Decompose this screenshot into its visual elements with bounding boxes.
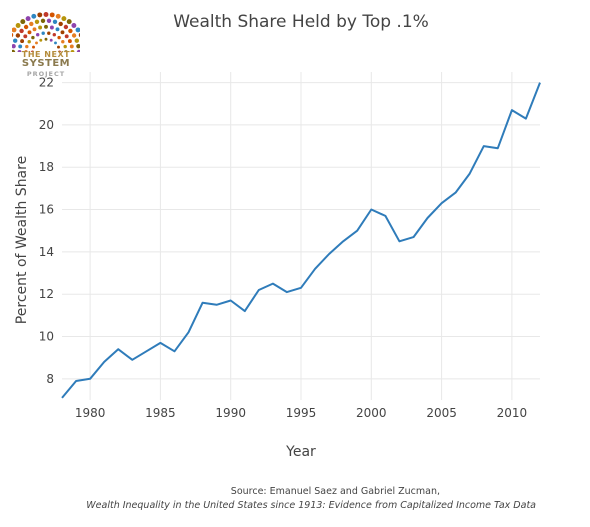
y-tick-label: 20 (39, 118, 54, 132)
y-tick-label: 16 (39, 203, 54, 217)
logo-dot (63, 24, 69, 30)
y-tick-label: 10 (39, 330, 54, 344)
logo-dot (11, 27, 17, 33)
logo-dot (15, 33, 21, 38)
logo-dot (64, 34, 69, 39)
logo-dot (15, 23, 21, 28)
x-tick-label: 1995 (286, 406, 317, 420)
x-tick-label: 2005 (426, 406, 457, 420)
y-tick-label: 18 (39, 160, 54, 174)
logo-dot (37, 12, 43, 18)
series-line (61, 82, 541, 399)
logo-line-3: PROJECT (26, 70, 66, 78)
logo-dot (49, 12, 55, 18)
x-axis-label: Year (285, 444, 316, 460)
logo-dot (38, 25, 43, 30)
grid-lines (62, 72, 540, 400)
logo-dot (20, 19, 26, 25)
y-tick-label: 12 (39, 287, 54, 301)
logo-dot (34, 19, 40, 24)
logo-dot (55, 27, 60, 32)
logo-dot (44, 24, 48, 29)
logo-dot (41, 31, 45, 35)
logo-dot (66, 19, 72, 25)
logo-dot (27, 40, 31, 44)
logo-dot (29, 21, 34, 27)
logo-dot (36, 33, 40, 37)
logo-dot (74, 38, 79, 43)
logo-dot (76, 44, 81, 49)
logo-dot (39, 38, 43, 42)
source-line-1: Source: Emanuel Saez and Gabriel Zucman, (230, 486, 440, 497)
logo-dot (68, 28, 73, 34)
logo-dot (44, 37, 48, 41)
logo-dot (60, 30, 65, 35)
logo-dot (71, 23, 77, 28)
logo-dot (54, 41, 57, 45)
logo-dot (20, 39, 25, 44)
y-tick-label: 8 (46, 372, 54, 386)
logo-dot (63, 44, 67, 49)
logo-line-2: SYSTEM (21, 58, 71, 69)
chart-title: Wealth Share Held by Top .1% (173, 12, 429, 32)
x-tick-label: 2010 (497, 406, 528, 420)
logo-dot (31, 35, 35, 40)
logo-dot (23, 24, 29, 30)
logo-dot (23, 34, 28, 39)
source-note: Source: Emanuel Saez and Gabriel Zucman,… (76, 485, 536, 513)
logo-dot (35, 41, 38, 45)
x-axis-ticks: 1980 1985 1990 1995 2000 2005 2010 (75, 406, 527, 420)
logo-dot (75, 27, 81, 33)
logo-dot (46, 18, 52, 23)
logo-dot (71, 33, 77, 38)
logo-dot (11, 44, 16, 49)
logo-dot (49, 25, 54, 30)
y-tick-label: 22 (39, 76, 54, 90)
x-tick-label: 1990 (215, 406, 246, 420)
logo-dot (52, 19, 58, 24)
logo-dot (43, 12, 49, 17)
y-axis-label: Percent of Wealth Share (14, 156, 30, 324)
logo-dot (40, 18, 46, 23)
logo-dot (32, 45, 35, 49)
logo-dot (27, 30, 32, 35)
x-tick-label: 1985 (145, 406, 176, 420)
logo-dot (57, 45, 60, 49)
logo-dot (55, 13, 61, 19)
logo-dot (32, 27, 37, 32)
logo-dot (58, 21, 63, 27)
logo-dot (19, 28, 24, 34)
logo-dot (18, 44, 23, 49)
logo-dot (67, 39, 72, 44)
logo-dot (52, 33, 56, 37)
logo-dot (57, 35, 61, 40)
y-axis-ticks: 8 10 12 14 16 18 20 22 (39, 76, 54, 386)
logo-dot (61, 16, 67, 22)
x-tick-label: 2000 (356, 406, 387, 420)
y-tick-label: 14 (39, 245, 54, 259)
logo-dot (13, 38, 18, 43)
logo-dot (31, 13, 37, 19)
logo-dot (25, 44, 29, 49)
logo-line-1: THE NEXT (21, 50, 71, 59)
x-tick-label: 1980 (75, 406, 106, 420)
logo-dot (49, 38, 53, 42)
logo-dot (69, 44, 74, 49)
source-line-2: Wealth Inequality in the United States s… (86, 500, 536, 511)
logo-dot (61, 40, 65, 44)
logo-dot (47, 31, 51, 35)
logo-dot (25, 16, 31, 22)
